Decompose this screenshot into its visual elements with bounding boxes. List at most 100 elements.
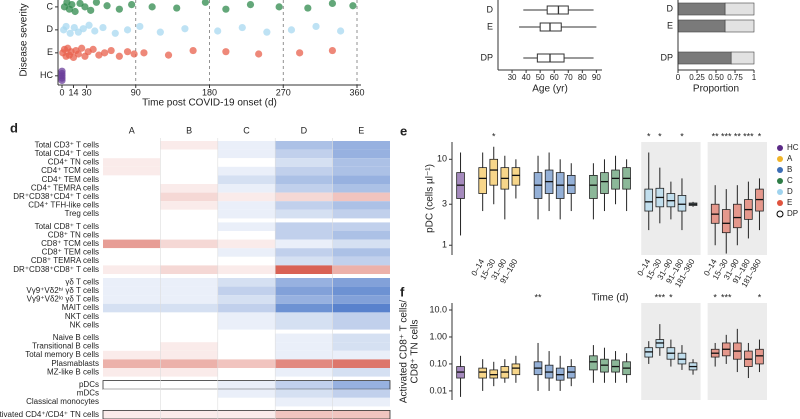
heat-cell <box>332 265 390 274</box>
heat-cell <box>217 149 276 159</box>
heat-cell <box>160 410 218 419</box>
y-tick-label: 1 <box>442 240 447 250</box>
row-label: Transitional B cells <box>32 342 99 351</box>
point <box>156 28 164 36</box>
heat-cell <box>103 350 161 360</box>
point <box>246 0 255 9</box>
bar-segment <box>730 51 755 65</box>
box <box>546 5 569 15</box>
heat-cell <box>332 321 390 330</box>
box <box>655 339 665 349</box>
row-label: DR⁺CD38⁺CD4⁺ T cells <box>13 192 99 201</box>
heat-cell <box>332 333 390 343</box>
row-label: CD8⁺ TEMRA cells <box>31 256 99 265</box>
heat-cell <box>332 389 390 398</box>
x-tick-label: 40 <box>522 73 531 82</box>
x-tick-label: 180 <box>202 87 217 97</box>
point <box>130 50 138 58</box>
heat-cell <box>217 303 276 313</box>
bar-segment <box>677 51 732 65</box>
heat-cell <box>332 239 390 249</box>
heat-cell <box>275 158 333 167</box>
point <box>296 49 304 57</box>
row-label: CD4⁺ TEM cells <box>42 175 99 184</box>
heat-cell <box>275 141 333 150</box>
significance: ** <box>734 131 742 141</box>
row-label: CD4⁺ TFH-like cells <box>28 201 99 210</box>
heat-cell <box>332 256 390 266</box>
y-tick-label: 10.0 <box>429 304 447 314</box>
heat-cell <box>160 239 218 249</box>
heat-cell <box>160 333 218 343</box>
bar-segment <box>724 2 755 16</box>
heat-cell <box>103 286 161 296</box>
row-label: CD8⁺ TCM cells <box>41 239 99 248</box>
legend-marker <box>777 189 783 195</box>
x-tick-label: 30 <box>508 73 517 82</box>
row-label: Vγ9⁺Vδ2ʰⁱ γδ T cells <box>26 286 99 295</box>
point <box>123 48 132 56</box>
point <box>238 23 246 32</box>
row-label: Total CD3⁺ T cells <box>35 140 99 149</box>
heat-cell <box>217 350 276 360</box>
heat-cell <box>332 149 390 159</box>
x-tick-label: 0 <box>59 87 64 97</box>
heat-cell <box>160 368 218 377</box>
y-axis-label: pDC (cells µl⁻¹) <box>425 164 436 233</box>
heat-cell <box>217 248 276 257</box>
heat-cell <box>275 350 333 360</box>
heat-cell <box>103 342 161 351</box>
row-label: MZ-like B cells <box>47 367 99 376</box>
row-label: Naive B cells <box>53 333 99 342</box>
x-tick-label: 0 <box>676 73 681 82</box>
point <box>275 3 283 11</box>
point <box>173 4 181 12</box>
heat-cell <box>332 158 390 167</box>
heat-cell <box>217 239 276 249</box>
heat-cell <box>275 389 333 398</box>
box <box>478 367 487 379</box>
legend-label: E <box>787 198 792 207</box>
legend-marker <box>777 178 783 184</box>
significance: ** <box>535 292 543 302</box>
heat-cell <box>332 166 390 176</box>
point <box>136 22 144 31</box>
legend-marker <box>777 156 783 162</box>
heat-cell <box>217 321 276 330</box>
heat-cell <box>275 239 333 249</box>
heat-cell <box>275 149 333 159</box>
point <box>201 0 210 6</box>
heat-cell <box>160 256 218 266</box>
heat-cell <box>103 368 161 377</box>
y-tick-label: D <box>47 24 54 34</box>
heat-cell <box>217 175 276 184</box>
heat-cell <box>332 380 390 390</box>
heat-cell <box>103 303 161 313</box>
point <box>222 48 230 56</box>
box <box>611 169 620 190</box>
point <box>181 25 189 33</box>
x-axis-label: Age (yr) <box>532 84 568 95</box>
point <box>78 44 86 52</box>
significance: ** <box>712 131 720 141</box>
heat-cell <box>217 209 276 219</box>
legend-label: A <box>787 154 793 163</box>
point <box>222 5 230 13</box>
heat-cell <box>332 175 390 184</box>
point <box>304 4 312 12</box>
point <box>214 27 222 35</box>
heat-cell <box>160 184 218 193</box>
significance: *** <box>721 131 732 141</box>
point <box>58 67 66 75</box>
heat-cell <box>275 295 333 304</box>
bar-segment <box>724 19 755 33</box>
point <box>140 49 148 57</box>
heat-cell <box>160 389 218 398</box>
heat-cell <box>103 239 161 249</box>
heat-cell <box>332 359 390 368</box>
heat-cell <box>217 389 276 398</box>
heat-cell <box>103 184 161 193</box>
point <box>62 22 70 31</box>
box <box>489 369 499 379</box>
heat-cell <box>160 321 218 330</box>
